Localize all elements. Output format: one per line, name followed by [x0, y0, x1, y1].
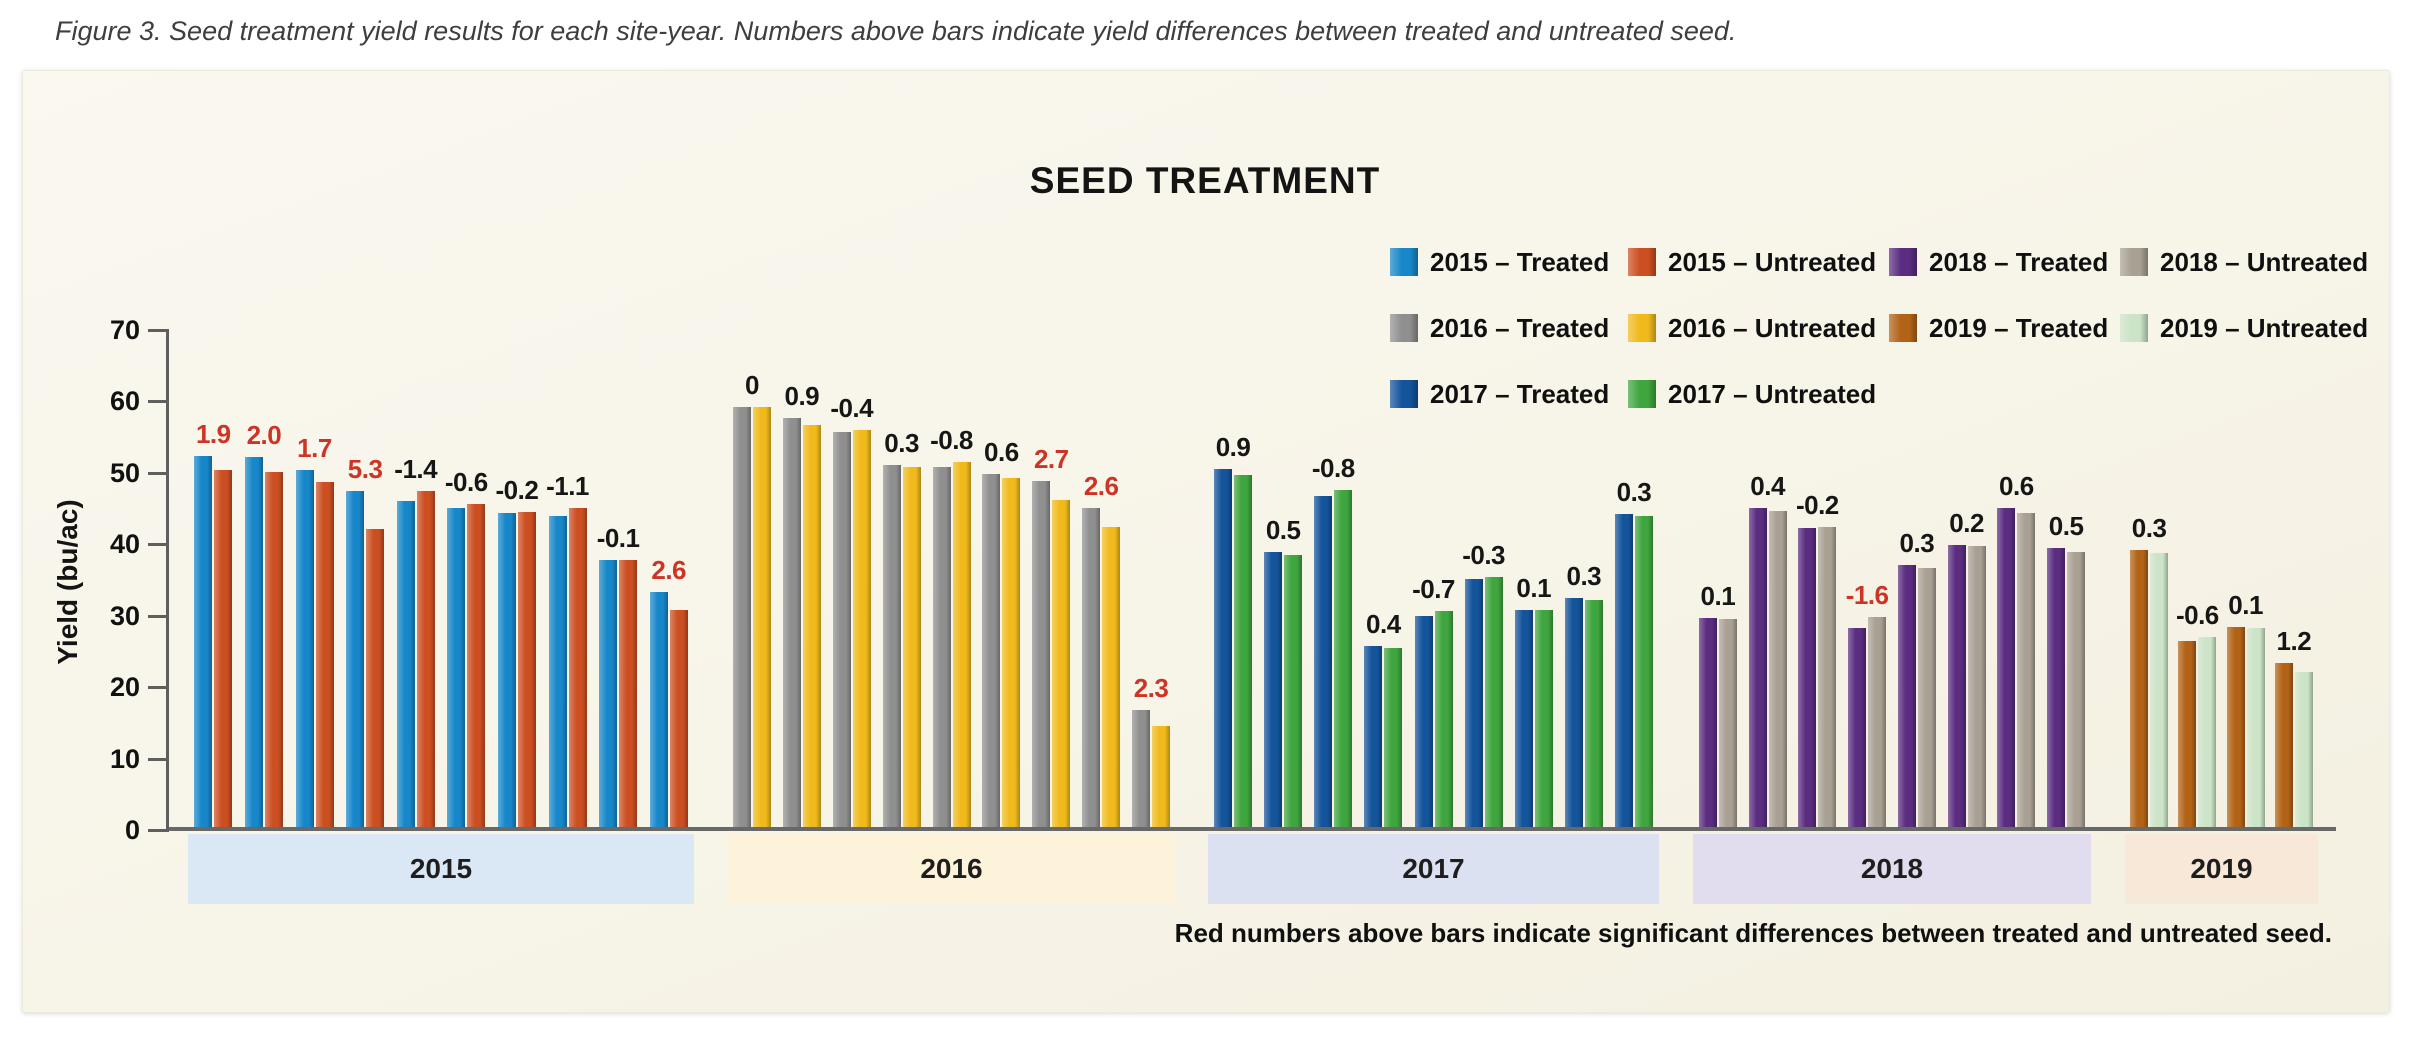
- footnote: Red numbers above bars indicate signific…: [1174, 918, 2332, 948]
- chart-panel: [22, 70, 2390, 1013]
- chart-title: SEED TREATMENT: [1029, 160, 1381, 201]
- y-axis-title: Yield (bu/ac): [52, 499, 83, 665]
- figure-caption: Figure 3. Seed treatment yield results f…: [55, 16, 1737, 46]
